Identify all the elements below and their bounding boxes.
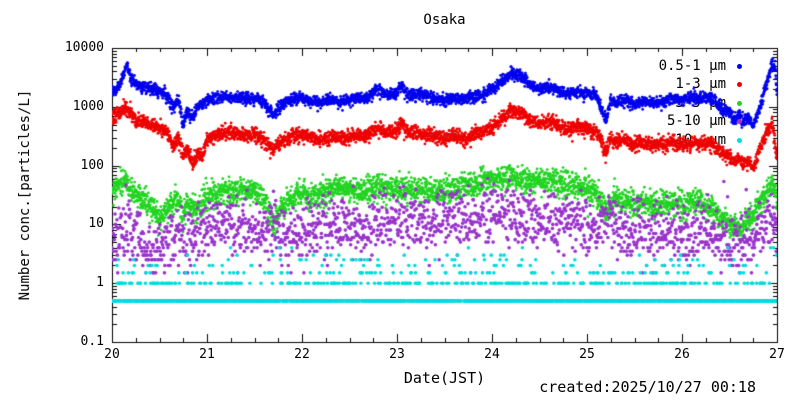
legend-marker-dot <box>737 119 742 125</box>
legend-marker-dot <box>737 137 742 143</box>
chart-title: Osaka <box>423 12 466 28</box>
created-timestamp: created:2025/10/27 00:18 <box>539 378 756 396</box>
legend-marker-dot <box>737 82 742 88</box>
legend-marker-dot <box>737 100 742 106</box>
legend-marker-dot <box>737 64 742 69</box>
y-axis-label: Number conc.[particles/L] <box>17 89 33 301</box>
x-axis-label: Date(JST) <box>403 369 486 387</box>
